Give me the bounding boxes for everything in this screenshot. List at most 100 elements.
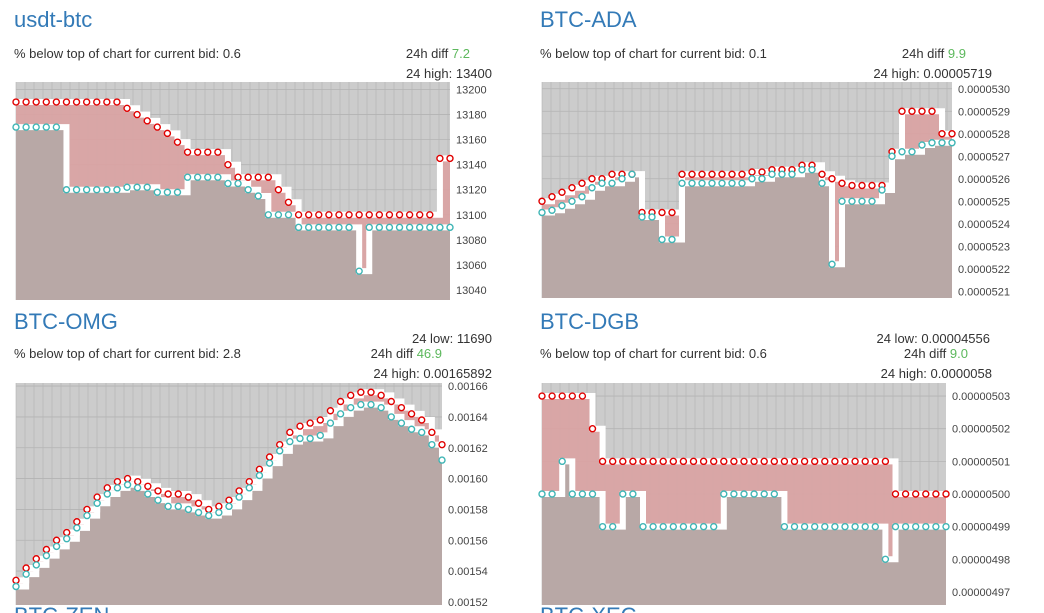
chart-btc-dgb: 0.00000503 0.00000502 0.00000501 0.00000500… bbox=[538, 383, 1010, 605]
high-value: 13400 bbox=[455, 66, 492, 81]
ask-point bbox=[689, 457, 698, 466]
ask-point bbox=[568, 184, 576, 192]
bid-point bbox=[841, 522, 849, 531]
ask-point bbox=[355, 211, 363, 219]
ask-point bbox=[274, 186, 283, 194]
ask-point bbox=[315, 211, 323, 219]
bid-point bbox=[548, 206, 556, 214]
bid-point bbox=[800, 522, 809, 531]
ask-point bbox=[881, 457, 890, 466]
ask-point bbox=[164, 490, 172, 498]
ask-point bbox=[416, 211, 424, 219]
bid-point bbox=[244, 186, 252, 194]
panel-title[interactable]: BTC-OMG bbox=[14, 309, 118, 334]
ask-point bbox=[688, 170, 696, 178]
ask-point bbox=[205, 505, 213, 514]
ask-point bbox=[770, 457, 779, 466]
ask-point bbox=[154, 487, 162, 495]
ask-point bbox=[901, 490, 910, 498]
bid-area bbox=[16, 127, 450, 300]
bid-point bbox=[558, 202, 566, 210]
panel-title-btc-xec[interactable]: BTC-XEC bbox=[540, 604, 637, 613]
ask-point bbox=[750, 457, 758, 466]
bid-point bbox=[848, 197, 856, 205]
ask-point bbox=[153, 123, 162, 131]
bid-point bbox=[928, 139, 936, 147]
ask-point bbox=[123, 104, 131, 113]
bid-point bbox=[831, 522, 839, 531]
ask-point bbox=[649, 457, 657, 466]
ask-point bbox=[800, 457, 809, 466]
ask-point bbox=[326, 407, 335, 415]
ask-point bbox=[335, 211, 343, 219]
ask-point bbox=[858, 181, 866, 190]
bid-point bbox=[32, 123, 40, 131]
ask-point bbox=[365, 211, 373, 219]
bid-point bbox=[438, 456, 446, 464]
panel-title[interactable]: BTC-ADA bbox=[540, 7, 637, 32]
ask-point bbox=[578, 392, 587, 400]
bid-point bbox=[265, 459, 274, 467]
bid-point bbox=[235, 493, 243, 501]
bid-point bbox=[851, 522, 859, 531]
bid-point bbox=[73, 524, 81, 532]
y-tick-label: 0.00164 bbox=[448, 412, 488, 424]
ask-point bbox=[730, 457, 738, 466]
ask-point bbox=[848, 181, 856, 190]
bid-point bbox=[709, 522, 718, 531]
ask-point bbox=[558, 188, 566, 196]
panel-title-btc-zen[interactable]: BTC-ZEN bbox=[14, 604, 109, 613]
ask-point bbox=[740, 457, 748, 466]
ask-point bbox=[668, 208, 676, 217]
y-tick-label: 0.00000497 bbox=[952, 587, 1010, 599]
ask-point bbox=[868, 181, 876, 190]
bid-point bbox=[72, 186, 81, 194]
diff-label: 24h diff bbox=[370, 346, 414, 361]
y-tick-label: 13180 bbox=[456, 110, 487, 122]
ask-point bbox=[215, 502, 223, 511]
ask-point bbox=[639, 457, 647, 466]
bid-point bbox=[205, 511, 213, 520]
ask-point bbox=[245, 477, 253, 486]
bid-percentage-text: % below top of chart for current bid: 0.… bbox=[14, 46, 241, 61]
bid-point bbox=[387, 413, 395, 421]
chart-usdt-btc: 13200 13180 13160 13140 13120 13100 13080 13060… bbox=[12, 82, 487, 300]
bid-point bbox=[608, 179, 616, 187]
y-tick-label: 0.0000530 bbox=[958, 84, 1010, 96]
y-tick-label: 0.0000521 bbox=[958, 286, 1010, 298]
ask-point bbox=[133, 110, 141, 119]
bid-point bbox=[407, 425, 416, 433]
ask-point bbox=[73, 518, 81, 526]
panel-title[interactable]: BTC-DGB bbox=[540, 309, 639, 334]
bid-point bbox=[154, 496, 162, 504]
ask-point bbox=[22, 98, 30, 106]
ask-point bbox=[758, 168, 766, 176]
bid-point bbox=[52, 542, 61, 551]
ask-point bbox=[928, 107, 936, 115]
bid-point bbox=[326, 419, 335, 427]
bid-point bbox=[948, 139, 956, 147]
ask-point bbox=[828, 175, 836, 183]
ask-point bbox=[629, 457, 637, 466]
ask-point bbox=[395, 211, 404, 219]
ask-point bbox=[818, 170, 826, 178]
diff-value: 7.2 bbox=[451, 46, 470, 61]
bid-point bbox=[912, 522, 920, 531]
bid-point bbox=[416, 223, 424, 232]
panel-title[interactable]: usdt-btc bbox=[14, 7, 93, 32]
bid-point bbox=[608, 522, 617, 531]
ask-point bbox=[183, 148, 192, 156]
ask-point bbox=[83, 505, 91, 514]
ask-point bbox=[63, 528, 71, 537]
bid-point bbox=[788, 170, 796, 178]
ask-point bbox=[254, 173, 262, 181]
bid-point bbox=[758, 175, 766, 183]
y-tick-label: 0.00162 bbox=[448, 443, 488, 455]
y-tick-label: 13040 bbox=[456, 285, 487, 297]
bid-series-line bbox=[539, 458, 949, 563]
ask-point bbox=[286, 428, 294, 437]
ask-point bbox=[748, 168, 756, 176]
ask-point bbox=[912, 490, 920, 498]
bid-point bbox=[164, 502, 172, 511]
diff-label: 24h diff bbox=[405, 46, 449, 61]
